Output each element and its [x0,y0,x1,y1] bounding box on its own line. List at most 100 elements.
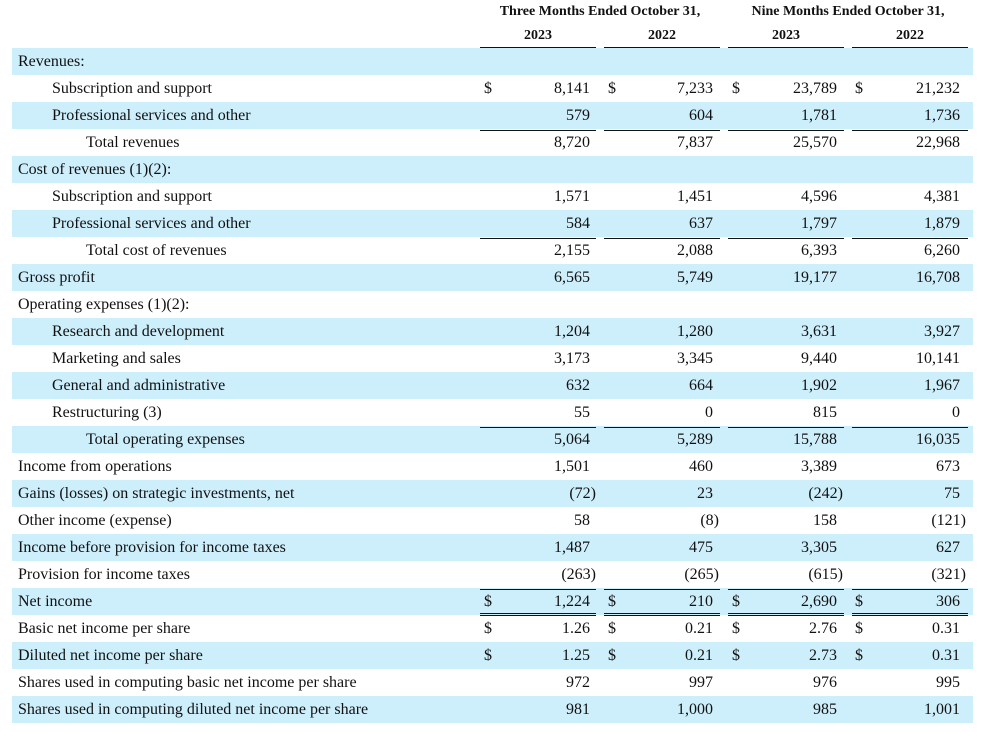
currency-sign: $ [608,593,616,610]
cell-value: 55 [574,404,590,421]
cell-value: 673 [936,458,960,475]
cell-value: (8) [700,512,719,529]
cell-value: 210 [689,593,713,610]
cell-value: 1,224 [554,593,590,610]
cell-value: 10,141 [916,350,960,367]
sum-rule [728,427,844,428]
cell-value: 3,389 [801,458,837,475]
cell-value: (242) [808,485,843,502]
cell-value: 2.73 [809,647,837,664]
cell-value: 1,501 [554,458,590,475]
cell-value: 1.25 [562,647,590,664]
cell-value: 1,000 [677,701,713,718]
table-row [12,102,973,129]
cell-value: 2,088 [677,242,713,259]
cell-value: 1,001 [924,701,960,718]
cell-value: 579 [566,107,590,124]
cell-value: 306 [936,593,960,610]
cell-value: (615) [808,566,843,583]
cell-value: 1,451 [677,188,713,205]
cell-value: 1,781 [801,107,837,124]
table-row [12,696,973,723]
row-label: Shares used in computing basic net incom… [18,674,357,691]
cell-value: 3,927 [924,323,960,340]
cell-value: 3,173 [554,350,590,367]
currency-sign: $ [484,80,492,97]
cell-value: 7,233 [677,80,713,97]
cell-value: 0.21 [685,647,713,664]
double-rule [728,613,844,616]
currency-sign: $ [484,593,492,610]
currency-sign: $ [732,80,740,97]
cell-value: 0.31 [932,620,960,637]
currency-sign: $ [484,620,492,637]
currency-sign: $ [855,80,863,97]
cell-value: 3,631 [801,323,837,340]
cell-value: 16,708 [916,269,960,286]
cell-value: 1,967 [924,377,960,394]
table-row [12,156,973,183]
row-label: Net income [18,593,93,610]
table-row [12,426,973,453]
currency-sign: $ [855,593,863,610]
cell-value: 21,232 [916,80,960,97]
cell-value: 604 [689,107,713,124]
cell-value: 23,789 [793,80,837,97]
double-rule [604,613,720,616]
cell-value: 1,487 [554,539,590,556]
currency-sign: $ [608,620,616,637]
currency-sign: $ [855,620,863,637]
cell-value: 627 [936,539,960,556]
row-label: Basic net income per share [18,620,191,637]
cell-value: 637 [689,215,713,232]
cell-value: 985 [813,701,837,718]
row-label: Gains (losses) on strategic investments,… [18,485,295,502]
row-label: Other income (expense) [18,512,172,529]
table-row [12,642,973,669]
row-label: Operating expenses (1)(2): [18,296,190,313]
cell-value: 1.26 [562,620,590,637]
cell-value: 2.76 [809,620,837,637]
cell-value: 664 [689,377,713,394]
cell-value: 9,440 [801,350,837,367]
year-header: 2023 [524,28,552,43]
cell-value: 972 [566,674,590,691]
row-label: Total operating expenses [86,431,245,448]
cell-value: (265) [684,566,719,583]
row-label: Marketing and sales [52,350,181,367]
cell-value: 5,064 [554,431,590,448]
cell-value: 1,902 [801,377,837,394]
sum-rule [604,427,720,428]
sum-rule [480,130,596,131]
currency-sign: $ [608,647,616,664]
table-row [12,210,973,237]
cell-value: 4,596 [801,188,837,205]
year-header: 2022 [648,28,676,43]
sum-rule [480,238,596,239]
period-title: Three Months Ended October 31, [499,4,701,19]
sum-rule [852,427,968,428]
row-label: Total revenues [86,134,180,151]
currency-sign: $ [855,647,863,664]
row-label: Gross profit [18,269,95,286]
period-title: Nine Months Ended October 31, [751,4,945,19]
sum-rule [604,238,720,239]
cell-value: 3,345 [677,350,713,367]
cell-value: 23 [697,485,713,502]
cell-value: (321) [931,566,966,583]
row-label: Diluted net income per share [18,647,203,664]
cell-value: 4,381 [924,188,960,205]
row-label: Total cost of revenues [86,242,227,259]
double-rule [480,613,596,616]
cell-value: 995 [936,674,960,691]
cell-value: 2,155 [554,242,590,259]
cell-value: 8,720 [554,134,590,151]
cell-value: 0 [952,404,960,421]
cell-value: 976 [813,674,837,691]
cell-value: 2,690 [801,593,837,610]
currency-sign: $ [732,593,740,610]
table-row [12,318,973,345]
cell-value: 22,968 [916,134,960,151]
row-label: General and administrative [52,377,226,394]
cell-value: 3,305 [801,539,837,556]
